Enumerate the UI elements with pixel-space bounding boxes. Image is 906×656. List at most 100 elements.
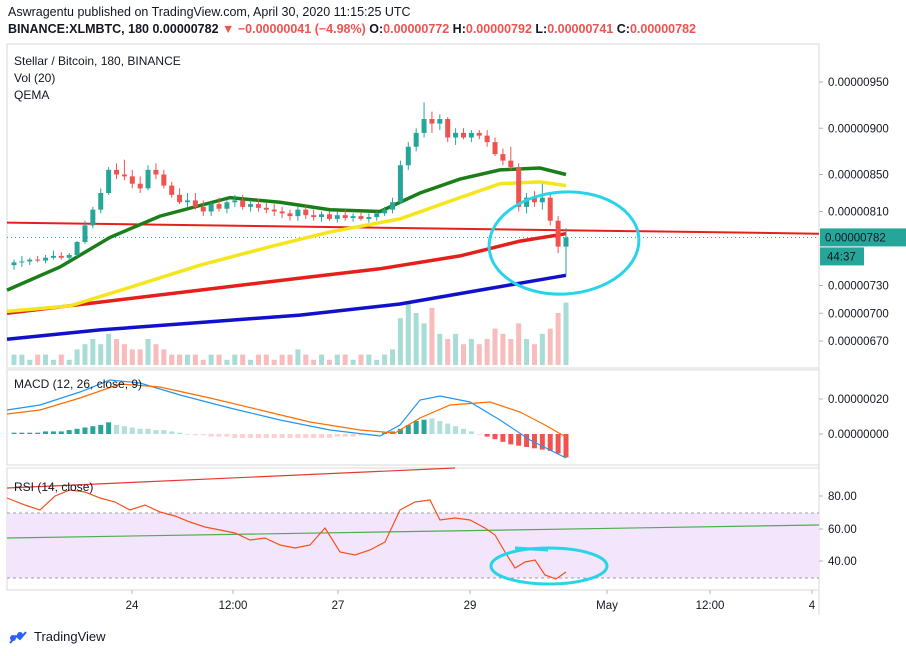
macd-histogram-bar: [145, 428, 151, 434]
high-label: H:: [452, 22, 466, 36]
macd-histogram-bar: [153, 430, 159, 434]
candle-body: [531, 197, 537, 203]
volume-bar: [74, 349, 80, 365]
macd-histogram-bar: [248, 434, 254, 438]
macd-histogram-bar: [500, 434, 506, 442]
volume-bar: [279, 354, 285, 365]
macd-signal-line: [6, 383, 567, 438]
macd-histogram-bar: [66, 430, 72, 434]
candle-body: [90, 209, 96, 226]
volume-bar: [224, 359, 230, 365]
volume-bar: [271, 359, 277, 365]
macd-histogram-bar: [334, 434, 340, 437]
macd-histogram-bar: [216, 434, 222, 437]
volume-bar: [492, 328, 498, 365]
candle-body: [429, 119, 435, 124]
price-tick-label: 0.00000810: [828, 207, 889, 219]
macd-histogram-bar: [58, 431, 64, 434]
candle-body: [50, 255, 56, 258]
macd-histogram-bar: [476, 434, 482, 435]
volume-bar: [263, 354, 269, 365]
volume-bar: [524, 339, 530, 365]
candle-body: [58, 255, 64, 258]
macd-histogram-bar: [255, 434, 261, 438]
macd-histogram-bar: [342, 434, 348, 437]
candle-body: [98, 193, 104, 210]
candle-body: [445, 119, 451, 138]
footer-brand-label: TradingView: [34, 629, 106, 644]
candle-body: [468, 132, 474, 138]
volume-bar: [240, 354, 246, 365]
legend-rsi[interactable]: RSI (14, close): [14, 480, 94, 494]
candle-body: [484, 135, 490, 143]
macd-histogram-bar: [161, 430, 167, 434]
time-tick-label: 4: [809, 600, 816, 612]
volume-bar: [19, 354, 25, 365]
macd-histogram-bar: [468, 431, 474, 434]
candle-body: [453, 132, 459, 138]
candle-body: [27, 259, 33, 262]
candle-body: [216, 204, 222, 209]
macd-histogram-bar: [129, 427, 135, 434]
volume-bar: [43, 354, 49, 365]
qema-red-line: [6, 231, 567, 316]
volume-bar: [397, 318, 403, 365]
candle-body: [224, 202, 230, 209]
candle-body: [232, 200, 238, 203]
price-tick-label: 0.00000700: [828, 308, 889, 320]
legend-macd[interactable]: MACD (12, 26, close, 9): [14, 377, 143, 391]
macd-histogram-bar: [516, 434, 522, 446]
footer-brand[interactable]: TradingView: [8, 629, 106, 644]
price-tick-label: 0.00000850: [828, 170, 889, 182]
candle-body: [279, 211, 285, 214]
macd-histogram-bar: [303, 434, 309, 438]
candle-body: [460, 132, 466, 138]
volume-bar: [66, 359, 72, 365]
candle-body: [161, 174, 167, 186]
macd-histogram-bar: [524, 434, 530, 447]
candle-body: [390, 202, 396, 210]
price-change: −0.00000041 (−4.98%): [237, 22, 366, 36]
volume-bar: [476, 344, 482, 365]
macd-histogram-bar: [547, 434, 553, 451]
legend-vol[interactable]: Vol (20): [14, 71, 56, 85]
volume-bar: [334, 354, 340, 365]
volume-bar: [106, 333, 112, 365]
candle-body: [437, 119, 443, 124]
macd-histogram-bar: [208, 434, 214, 437]
macd-histogram-bar: [137, 428, 143, 434]
volume-bar: [366, 354, 372, 365]
candle-body: [177, 194, 183, 203]
volume-bar: [484, 339, 490, 365]
macd-histogram-bar: [200, 434, 206, 436]
volume-bar: [35, 354, 41, 365]
candle-body: [11, 262, 17, 266]
qema-blue-line: [6, 273, 567, 341]
macd-tick-label: 0.00000020: [828, 394, 889, 406]
volume-bar: [413, 313, 419, 365]
current-price-badge: [820, 228, 906, 247]
candle-body: [153, 169, 159, 175]
volume-bar: [382, 354, 388, 365]
rsi-band-fill: [7, 513, 819, 578]
volume-bar: [508, 339, 514, 365]
candle-body: [382, 209, 388, 214]
rsi-trend-green: [6, 524, 820, 539]
macd-histogram-bar: [295, 434, 301, 438]
volume-bar: [192, 354, 198, 365]
down-arrow-icon: ▼: [222, 22, 235, 36]
macd-histogram-bar: [287, 434, 293, 438]
candle-body: [19, 261, 25, 263]
macd-histogram-bar: [437, 421, 443, 434]
macd-histogram-bar: [492, 434, 498, 440]
legend-main[interactable]: Stellar / Bitcoin, 180, BINANCE: [14, 54, 181, 68]
candle-body: [169, 185, 175, 195]
macd-histogram-bar: [74, 428, 80, 434]
legend-qema[interactable]: QEMA: [14, 88, 50, 102]
candle-body: [295, 209, 301, 217]
time-tick-label: 12:00: [219, 600, 248, 612]
volume-bar: [98, 344, 104, 365]
macd-histogram-bar: [82, 427, 88, 434]
volume-bar: [453, 333, 459, 365]
